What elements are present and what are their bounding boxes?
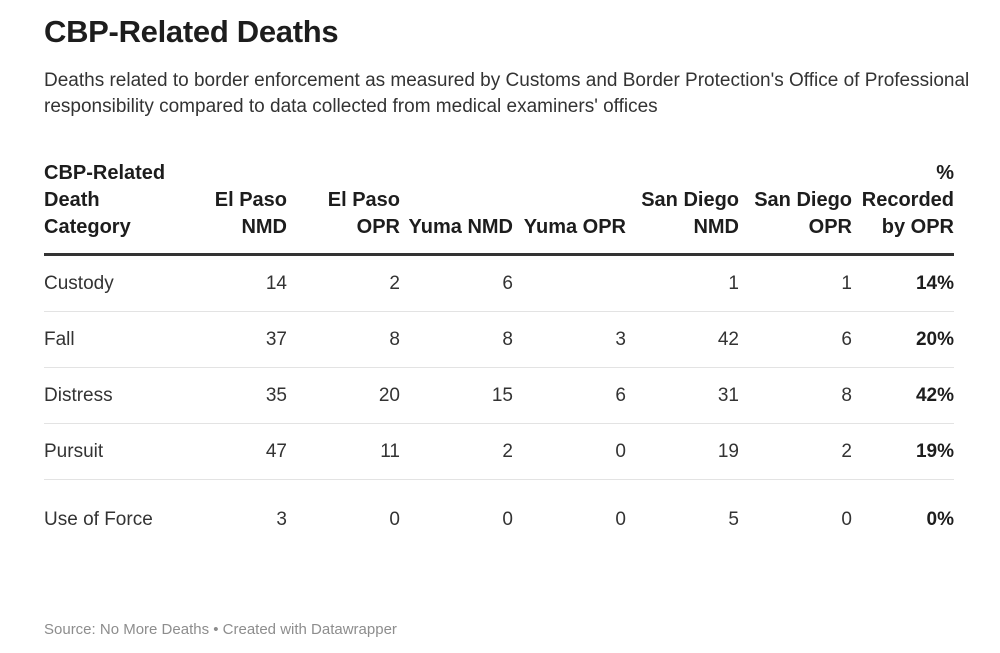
table-row: Pursuit 47 11 2 0 19 2 19%: [44, 423, 954, 480]
column-header[interactable]: CBP-Related Death Category: [44, 160, 174, 256]
table-cell: 2: [287, 254, 400, 312]
table-cell: 1: [626, 254, 739, 312]
table-cell: 6: [400, 254, 513, 312]
table-cell: 1: [739, 254, 852, 312]
table-cell-percent: 19%: [852, 423, 954, 480]
table-cell: 8: [287, 311, 400, 368]
column-header[interactable]: El Paso NMD: [174, 160, 287, 256]
table-cell: 2: [400, 423, 513, 480]
source-note: Source: No More Deaths • Created with Da…: [44, 621, 397, 638]
table-cell-percent: 20%: [852, 311, 954, 368]
table-row: Custody 14 2 6 1 1 14%: [44, 254, 954, 312]
table-cell-category: Pursuit: [44, 423, 174, 480]
table-row: Fall 37 8 8 3 42 6 20%: [44, 311, 954, 368]
table-cell-category: Distress: [44, 367, 174, 424]
table-cell-category: Use of Force: [44, 509, 153, 530]
table-cell: 14: [174, 254, 287, 312]
table-cell: 0: [513, 423, 626, 480]
table-header-row: CBP-Related Death Category El Paso NMD E…: [44, 160, 954, 256]
table-cell: 3: [276, 509, 287, 530]
table-cell: [513, 254, 626, 312]
column-header[interactable]: El Paso OPR: [287, 160, 400, 256]
table-cell: 8: [739, 367, 852, 424]
table-cell: 42: [626, 311, 739, 368]
table-cell: 31: [626, 367, 739, 424]
table-cell-percent: 42%: [852, 367, 954, 424]
table-cell: 0: [389, 509, 400, 530]
table-cell-percent: 14%: [852, 254, 954, 312]
chart-subtitle: Deaths related to border enforcement as …: [44, 70, 970, 117]
table-cell: 37: [174, 311, 287, 368]
table-cell: 3: [513, 311, 626, 368]
table-cell: 15: [400, 367, 513, 424]
table-cell: 2: [739, 423, 852, 480]
column-header[interactable]: Yuma OPR: [513, 160, 626, 256]
table-cell: 0: [615, 509, 626, 530]
column-header[interactable]: Yuma NMD: [400, 160, 513, 256]
table-cell: 0: [841, 509, 852, 530]
table-cell: 47: [174, 423, 287, 480]
table-row: Distress 35 20 15 6 31 8 42%: [44, 367, 954, 424]
table-cell-category: Fall: [44, 311, 174, 368]
table-cell-category: Custody: [44, 254, 174, 312]
chart-title: CBP-Related Deaths: [44, 14, 339, 49]
table-cell: 0: [502, 509, 513, 530]
table-cell: 20: [287, 367, 400, 424]
column-header[interactable]: San Diego OPR: [739, 160, 852, 256]
table-cell: 6: [739, 311, 852, 368]
table-cell: 8: [400, 311, 513, 368]
table-cell: 5: [728, 509, 739, 530]
table-cell: 19: [626, 423, 739, 480]
data-table: CBP-Related Death Category El Paso NMD E…: [44, 160, 954, 560]
table-row: Use of Force 3 0 0 0 5 0 0%: [44, 480, 954, 561]
table-cell: 6: [513, 367, 626, 424]
table-cell: 35: [174, 367, 287, 424]
table-cell: 11: [287, 423, 400, 480]
column-header[interactable]: San Diego NMD: [626, 160, 739, 256]
column-header[interactable]: % Recorded by OPR: [852, 160, 954, 256]
table-cell-percent: 0%: [926, 509, 954, 530]
